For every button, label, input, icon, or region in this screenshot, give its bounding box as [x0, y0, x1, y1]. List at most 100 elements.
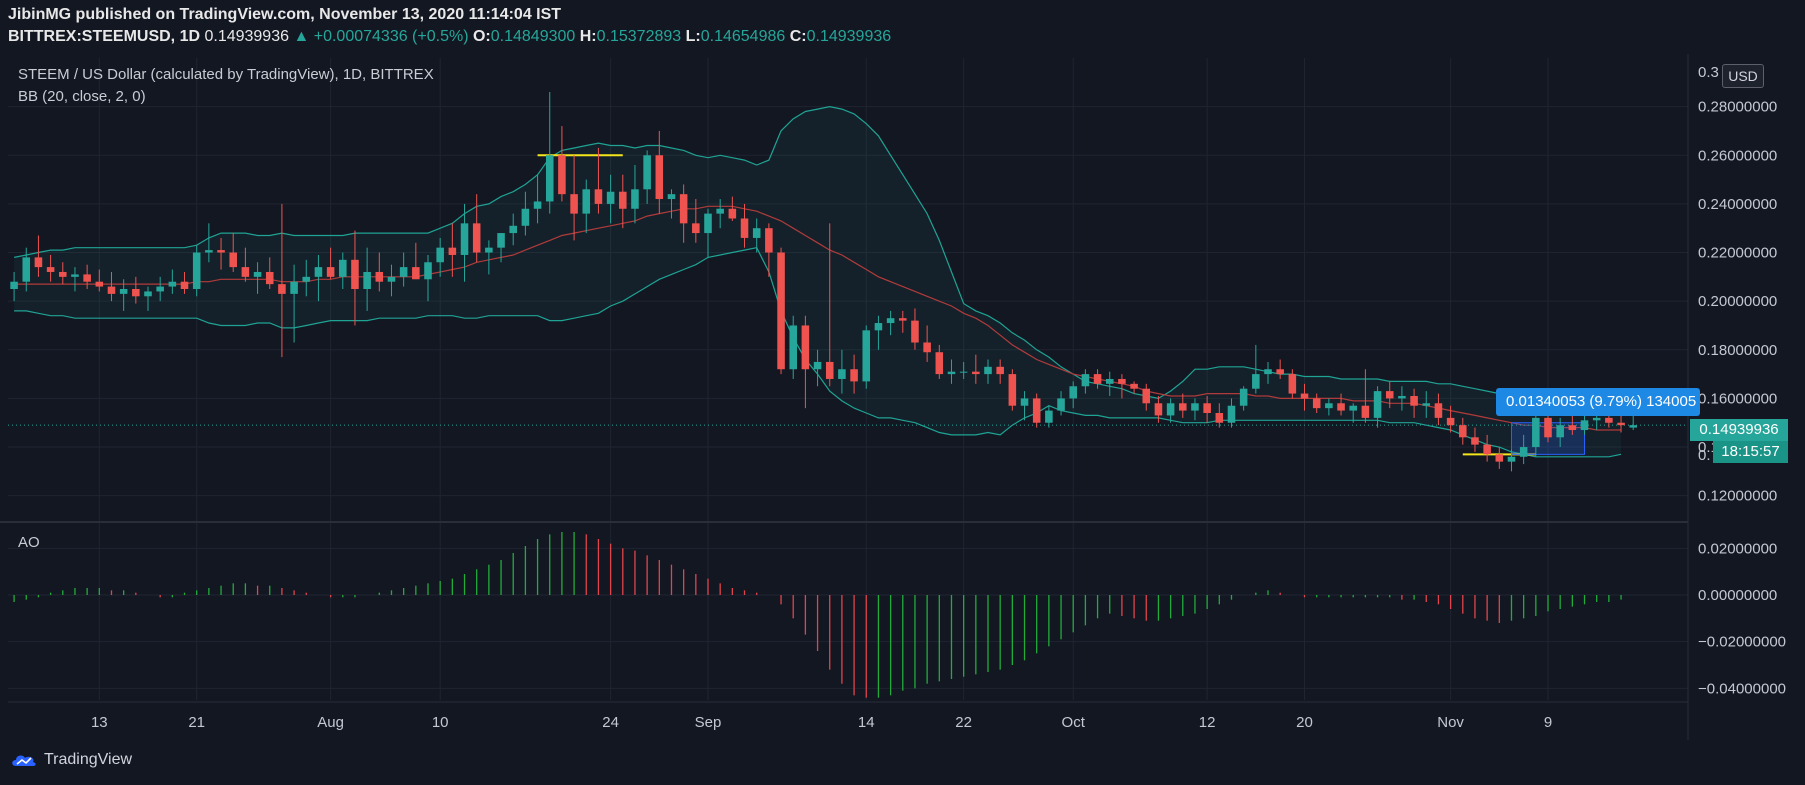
- candle-body: [996, 366, 1004, 375]
- candle-body: [472, 223, 481, 253]
- tradingview-logo[interactable]: TradingView: [10, 751, 132, 769]
- candle-body: [168, 281, 177, 287]
- price-partial-label: 0.: [1698, 447, 1711, 464]
- candle-body: [10, 281, 18, 289]
- high-value: 0.15372893: [596, 28, 682, 45]
- ao-title: AO: [18, 534, 40, 551]
- candle-body: [375, 271, 384, 282]
- candle-body: [497, 233, 505, 248]
- time-tick-label: 12: [1199, 714, 1216, 731]
- candle-body: [752, 228, 761, 238]
- high-label: H:: [579, 28, 597, 45]
- candle-body: [619, 191, 627, 209]
- price-tick-label: 0.16000000: [1698, 390, 1777, 407]
- candles: [10, 92, 1637, 472]
- candle-body: [217, 250, 225, 253]
- candle-body: [1410, 395, 1418, 406]
- candle-body: [1483, 444, 1491, 455]
- candle-body: [1495, 454, 1504, 462]
- time-tick-label: 14: [858, 714, 875, 731]
- candle-body: [448, 247, 457, 255]
- candle-body: [278, 284, 286, 294]
- candle-body: [1057, 398, 1065, 411]
- close-value: 0.14939936: [806, 28, 892, 45]
- candle-body: [1349, 405, 1357, 411]
- candle-body: [326, 267, 335, 277]
- price-tick-label: 0.20000000: [1698, 293, 1777, 310]
- candle-body: [351, 259, 359, 289]
- candle-body: [899, 318, 907, 321]
- candle-body: [679, 194, 688, 224]
- brand-name: TradingView: [44, 751, 133, 768]
- close-label: C:: [789, 28, 807, 45]
- series-title: STEEM / US Dollar (calculated by Trading…: [18, 66, 434, 83]
- candle-body: [631, 189, 639, 209]
- candle-body: [947, 371, 956, 375]
- candle-body: [1337, 403, 1345, 411]
- candle-body: [1154, 403, 1163, 416]
- candle-body: [862, 330, 871, 382]
- candle-body: [119, 289, 128, 294]
- candle-body: [521, 208, 530, 226]
- candle-body: [1045, 410, 1053, 423]
- countdown-tag: 18:15:57: [1713, 441, 1788, 463]
- candle-body: [1568, 425, 1577, 431]
- candle-body: [46, 267, 55, 272]
- candle-body: [1179, 403, 1187, 411]
- candle-body: [850, 369, 858, 382]
- candle-body: [1398, 395, 1406, 399]
- candle-body: [874, 323, 883, 331]
- candle-body: [509, 225, 517, 234]
- candle-body: [1239, 388, 1248, 406]
- bb-fill: [14, 106, 1622, 457]
- publish-text: JibinMG published on TradingView.com, No…: [8, 6, 562, 23]
- candle-body: [972, 371, 980, 375]
- candle-body: [1130, 383, 1138, 389]
- axes: 0.120000000.140000000.160000000.18000000…: [91, 64, 1786, 731]
- candle-body: [314, 267, 323, 277]
- ao-tick-label: −0.04000000: [1698, 680, 1786, 697]
- candle-body: [1215, 413, 1224, 423]
- candle-body: [22, 257, 31, 282]
- ao-tick-label: 0.02000000: [1698, 540, 1777, 557]
- candle-body: [1312, 398, 1321, 409]
- candle-body: [813, 361, 822, 370]
- candle-body: [1203, 403, 1211, 414]
- candle-body: [192, 252, 201, 289]
- candle-body: [241, 267, 250, 277]
- candle-body: [1288, 374, 1297, 394]
- candle-body: [59, 271, 67, 277]
- candle-body: [1191, 403, 1199, 411]
- publication-header: JibinMG published on TradingView.com, No…: [8, 4, 891, 48]
- candle-body: [838, 369, 846, 379]
- price-tick-label: 0.24000000: [1698, 196, 1777, 213]
- price-tick-label: 0.18000000: [1698, 342, 1777, 359]
- time-tick-label: 22: [955, 714, 972, 731]
- candle-body: [1142, 388, 1151, 404]
- price-change: ▲ +0.00074336 (+0.5%): [293, 28, 469, 45]
- candle-body: [387, 276, 396, 282]
- candle-body: [424, 262, 432, 280]
- candle-body: [643, 155, 651, 190]
- price-tick-label: 0.28000000: [1698, 99, 1777, 116]
- currency-button[interactable]: USD: [1722, 64, 1764, 88]
- candle-body: [1629, 425, 1637, 428]
- candle-body: [1434, 403, 1443, 418]
- candle-body: [582, 189, 591, 214]
- price-tick-label: 0.26000000: [1698, 147, 1777, 164]
- candle-body: [1252, 374, 1260, 389]
- candle-body: [1325, 403, 1333, 409]
- candle-body: [1459, 425, 1467, 438]
- candle-body: [777, 252, 785, 370]
- price-top-label: 0.3: [1698, 64, 1719, 81]
- ao-tick-label: 0.00000000: [1698, 587, 1777, 604]
- time-tick-label: Nov: [1437, 714, 1464, 731]
- candle-body: [1385, 391, 1394, 399]
- candle-body: [1118, 378, 1126, 384]
- time-tick-label: 24: [602, 714, 619, 731]
- candle-body: [1300, 393, 1309, 399]
- candle-body: [156, 286, 164, 292]
- candle-body: [935, 352, 944, 375]
- candle-body: [570, 194, 578, 214]
